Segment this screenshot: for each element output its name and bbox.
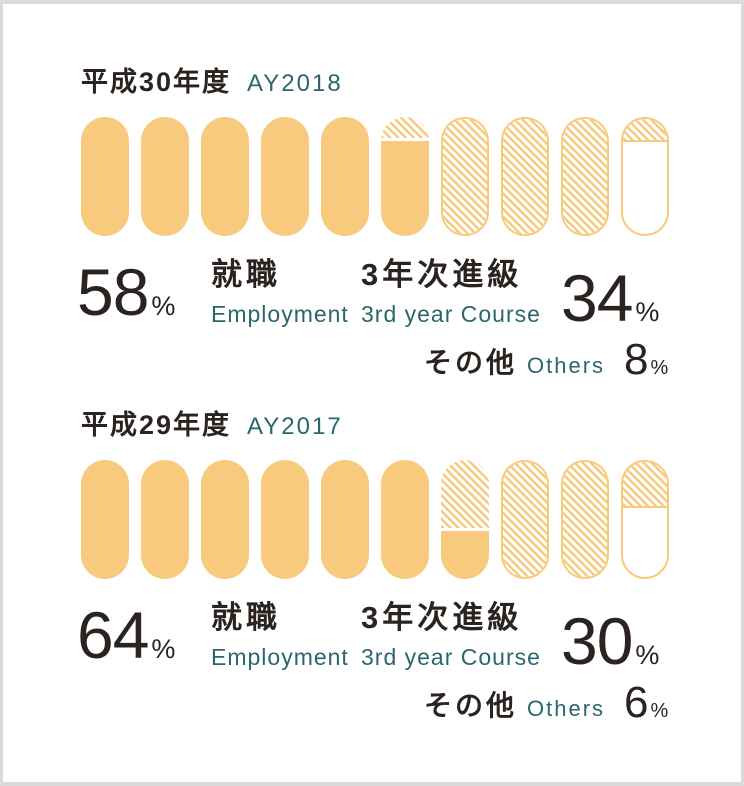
capsule-unit bbox=[561, 460, 609, 579]
capsule-unit bbox=[201, 117, 249, 236]
capsule-unit bbox=[561, 117, 609, 236]
infographic-card: 平成30年度 AY2018 58% 就職 Employment 3年次進級 3r… bbox=[3, 4, 741, 782]
capsule-unit bbox=[81, 460, 129, 579]
third-year-percentage: 34% bbox=[561, 265, 659, 331]
third-year-course-label: 3年次進級 3rd year Course bbox=[361, 257, 541, 328]
hatched-segment bbox=[563, 119, 607, 234]
employment-label: 就職 Employment bbox=[211, 600, 349, 671]
others-label-english: Others bbox=[527, 353, 606, 378]
third-year-label-japanese: 3年次進級 bbox=[361, 257, 523, 292]
section-title-ay2017: 平成29年度 AY2017 bbox=[81, 403, 343, 442]
others-value: 8 bbox=[624, 335, 649, 384]
capsule-unit bbox=[441, 117, 489, 236]
employment-label-english: Employment bbox=[211, 644, 349, 671]
hatched-segment bbox=[443, 119, 487, 234]
year-title-english: AY2018 bbox=[247, 70, 343, 97]
third-year-percentage: 30% bbox=[561, 608, 659, 674]
capsule-unit bbox=[381, 117, 429, 236]
employment-label-japanese: 就職 bbox=[211, 257, 281, 292]
employment-value: 64 bbox=[77, 598, 149, 672]
hatched-segment bbox=[441, 460, 489, 529]
third-year-label-japanese: 3年次進級 bbox=[361, 600, 523, 635]
others-label-english: Others bbox=[527, 696, 606, 721]
percent-sign: % bbox=[650, 357, 669, 379]
third-year-course-label: 3年次進級 3rd year Course bbox=[361, 600, 541, 671]
employment-value: 58 bbox=[77, 255, 149, 329]
capsule-unit bbox=[321, 460, 369, 579]
employment-label-japanese: 就職 bbox=[211, 600, 281, 635]
capsule-chart-ay2018 bbox=[81, 117, 669, 236]
year-title-japanese: 平成30年度 bbox=[81, 67, 232, 97]
solid-segment bbox=[441, 531, 489, 579]
capsule-unit bbox=[81, 117, 129, 236]
third-year-value: 34 bbox=[561, 261, 633, 335]
capsule-unit bbox=[621, 117, 669, 236]
others-percentage: 6% bbox=[624, 681, 668, 725]
section-title-ay2018: 平成30年度 AY2018 bbox=[81, 60, 343, 99]
capsule-chart-ay2017 bbox=[81, 460, 669, 579]
capsule-unit bbox=[501, 460, 549, 579]
percent-sign: % bbox=[151, 291, 176, 321]
hatched-segment bbox=[563, 462, 607, 577]
capsule-unit bbox=[261, 117, 309, 236]
capsule-unit bbox=[261, 460, 309, 579]
year-title-english: AY2017 bbox=[247, 413, 343, 440]
percent-sign: % bbox=[635, 297, 660, 327]
percent-sign: % bbox=[151, 634, 176, 664]
third-year-value: 30 bbox=[561, 604, 633, 678]
hatched-segment bbox=[503, 119, 547, 234]
third-year-label-english: 3rd year Course bbox=[361, 644, 541, 671]
percent-sign: % bbox=[635, 640, 660, 670]
percent-sign: % bbox=[650, 700, 669, 722]
capsule-unit bbox=[141, 117, 189, 236]
year-title-japanese: 平成29年度 bbox=[81, 410, 232, 440]
capsule-unit bbox=[621, 460, 669, 579]
employment-percentage: 64% bbox=[77, 602, 175, 668]
employment-label-english: Employment bbox=[211, 301, 349, 328]
capsule-unit bbox=[441, 460, 489, 579]
third-year-label-english: 3rd year Course bbox=[361, 301, 541, 328]
employment-label: 就職 Employment bbox=[211, 257, 349, 328]
others-label-japanese: その他 bbox=[424, 690, 518, 721]
hatched-segment bbox=[623, 462, 667, 508]
capsule-unit bbox=[321, 117, 369, 236]
capsule-unit bbox=[141, 460, 189, 579]
capsule-unit bbox=[201, 460, 249, 579]
hatched-segment bbox=[381, 117, 429, 138]
solid-segment bbox=[381, 140, 429, 236]
section-ay2018: 平成30年度 AY2018 58% 就職 Employment 3年次進級 3r… bbox=[3, 4, 741, 382]
hatched-segment bbox=[623, 119, 667, 142]
hatched-segment bbox=[503, 462, 547, 577]
others-label-japanese: その他 bbox=[424, 347, 518, 378]
others-value: 6 bbox=[624, 678, 649, 727]
employment-percentage: 58% bbox=[77, 259, 175, 325]
others-percentage: 8% bbox=[624, 338, 668, 382]
capsule-unit bbox=[381, 460, 429, 579]
section-ay2017: 平成29年度 AY2017 64% 就職 Employment 3年次進級 3r… bbox=[3, 347, 741, 725]
capsule-unit bbox=[501, 117, 549, 236]
